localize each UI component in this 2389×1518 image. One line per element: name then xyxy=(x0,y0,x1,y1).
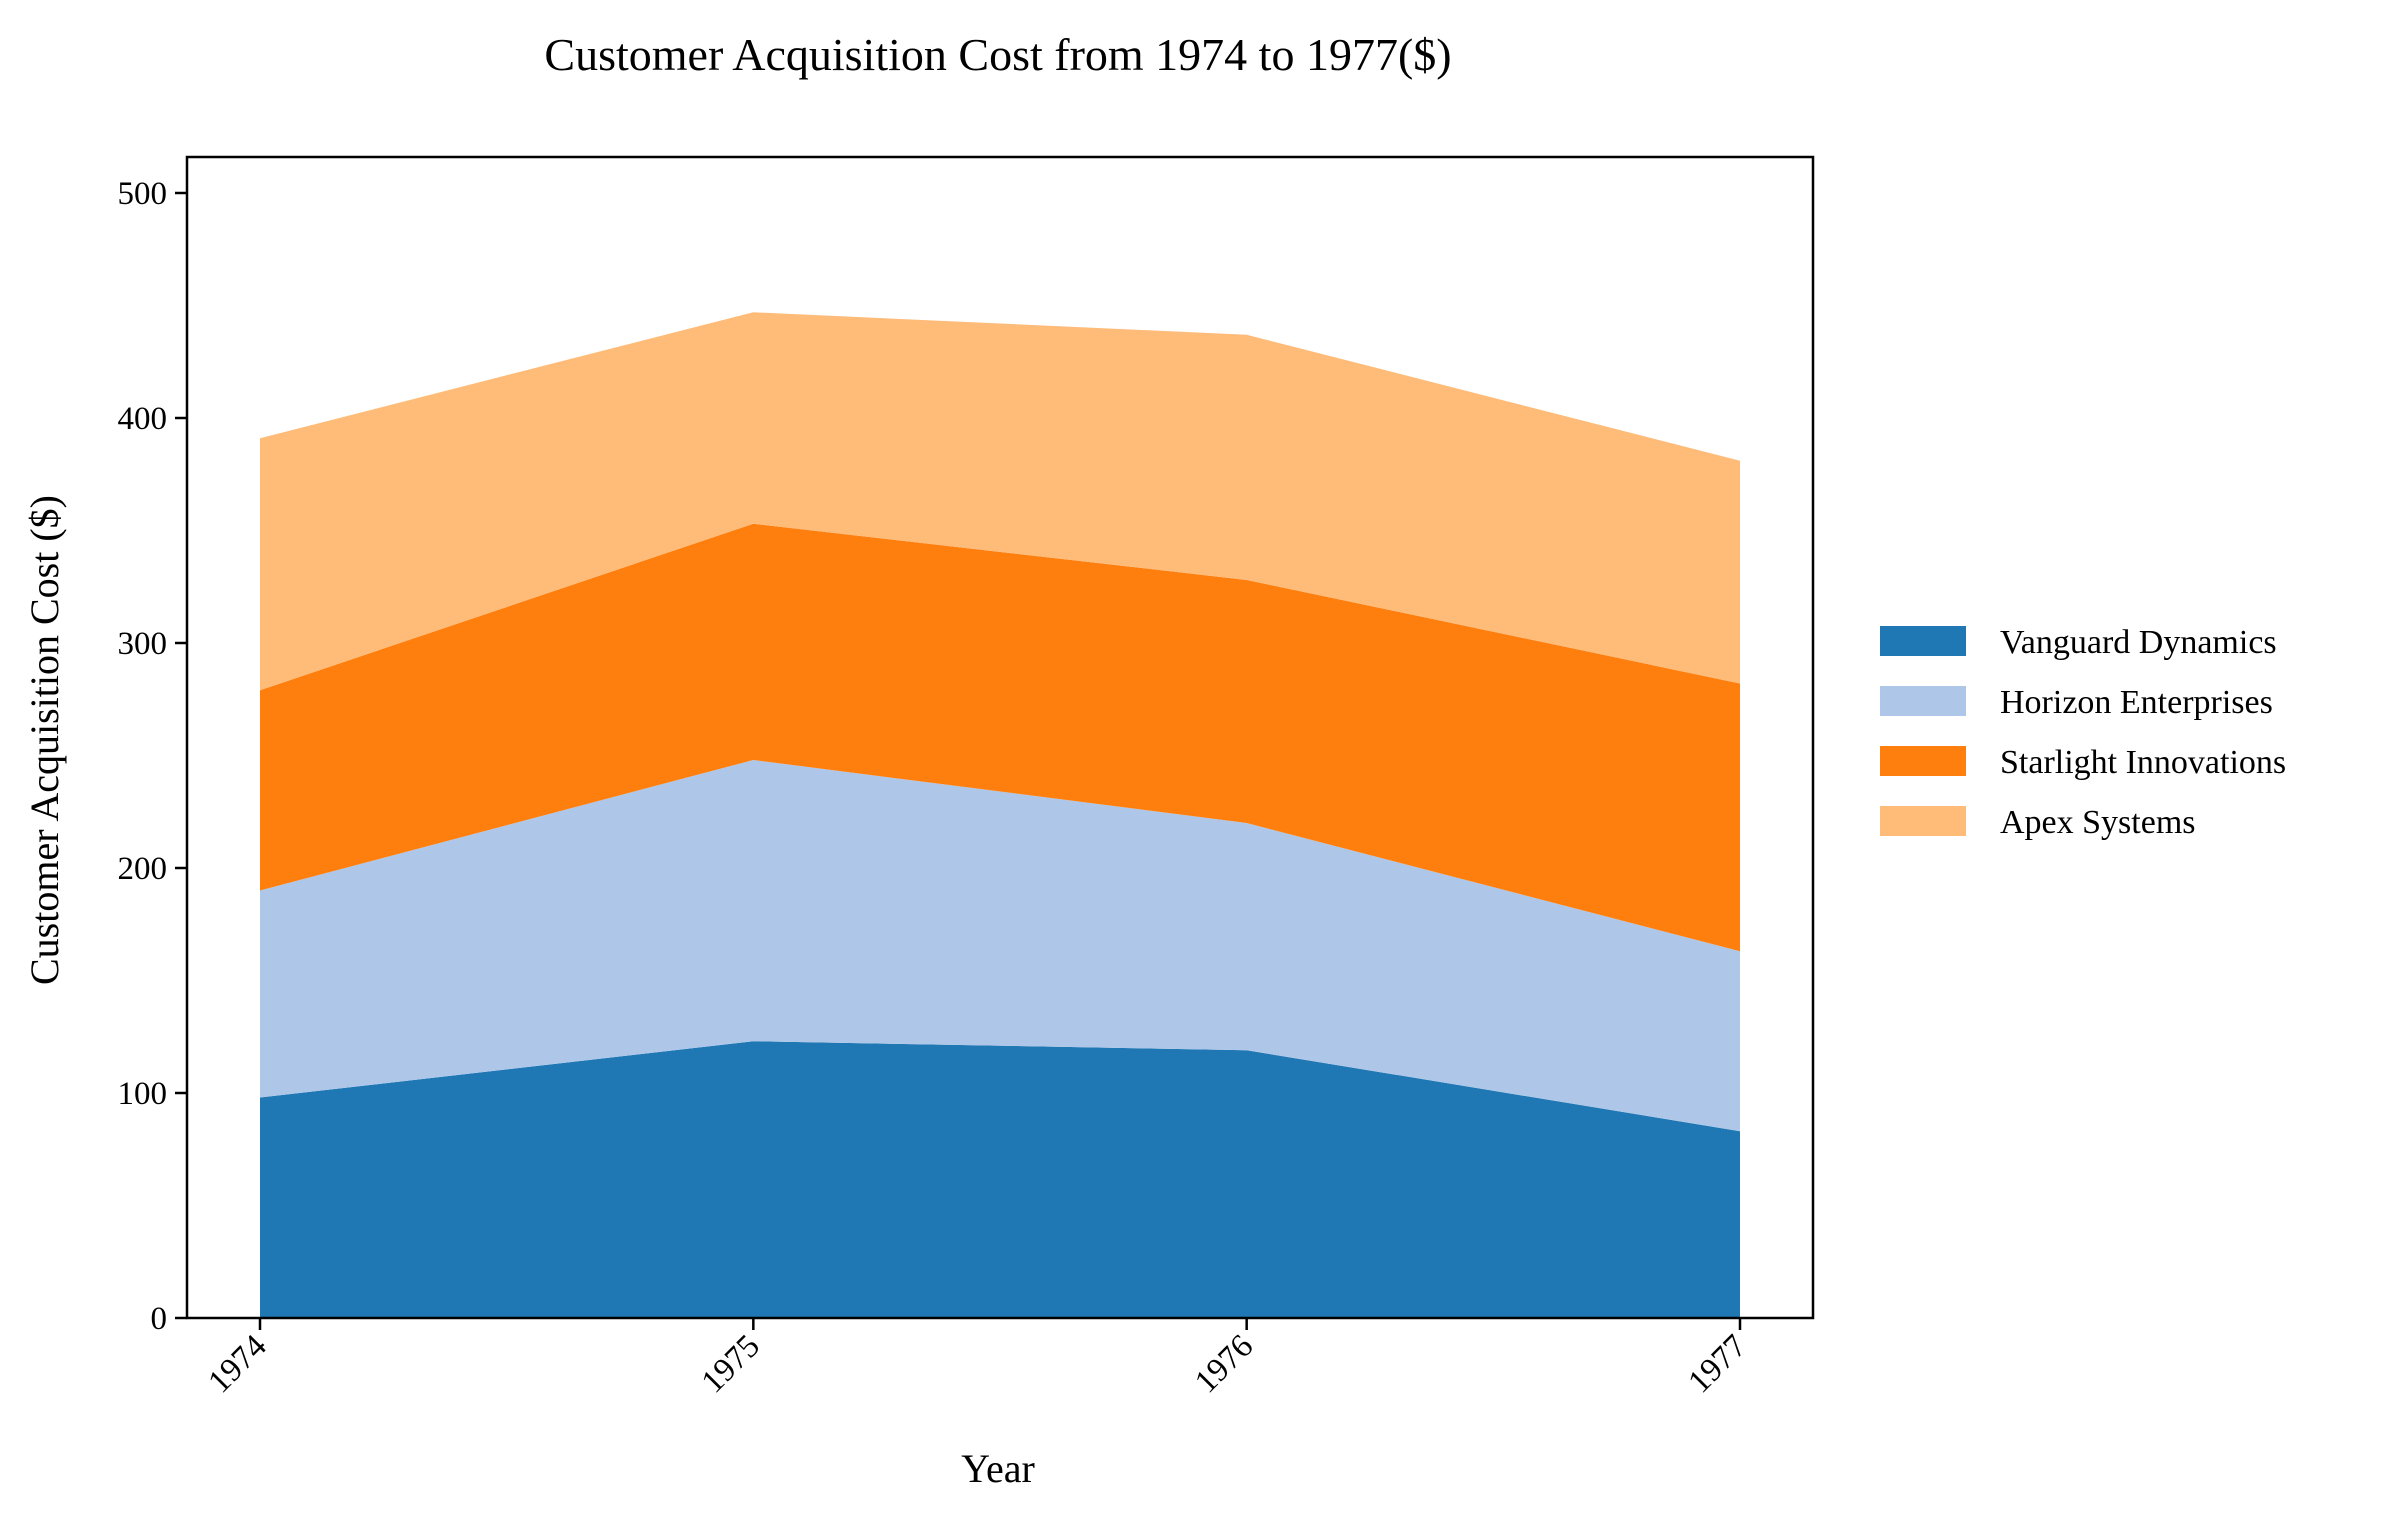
area-vanguard-dynamics xyxy=(260,1041,1740,1318)
y-tick-label: 100 xyxy=(118,1076,168,1112)
legend-label-vanguard-dynamics: Vanguard Dynamics xyxy=(2000,624,2277,661)
y-tick-label: 400 xyxy=(118,401,168,437)
x-tick-label: 1974 xyxy=(202,1328,274,1400)
x-axis-label: Year xyxy=(961,1446,1035,1491)
legend-swatch-horizon-enterprises xyxy=(1880,686,1966,716)
y-axis: 0 100 200 300 400 500 xyxy=(118,176,187,1337)
legend-swatch-starlight-innovations xyxy=(1880,746,1966,776)
y-tick-label: 0 xyxy=(151,1301,168,1337)
legend-label-horizon-enterprises: Horizon Enterprises xyxy=(2000,684,2273,721)
x-axis: 1974 1975 1976 1977 xyxy=(202,1318,1754,1400)
legend-swatch-vanguard-dynamics xyxy=(1880,626,1966,656)
y-tick-label: 500 xyxy=(118,176,168,212)
area-apex-systems xyxy=(260,312,1740,691)
plot-frame xyxy=(185,155,1815,1320)
legend-label-starlight-innovations: Starlight Innovations xyxy=(2000,744,2286,781)
legend-swatch-apex-systems xyxy=(1880,806,1966,836)
chart-title: Customer Acquisition Cost from 1974 to 1… xyxy=(544,29,1451,80)
x-tick-label: 1976 xyxy=(1188,1328,1260,1400)
y-tick-label: 300 xyxy=(118,626,168,662)
area-layers xyxy=(260,312,1740,1318)
area-starlight-innovations xyxy=(260,523,1740,952)
x-tick-label: 1975 xyxy=(695,1328,767,1400)
y-axis-label: Customer Acquisition Cost ($) xyxy=(22,495,67,985)
legend-label-apex-systems: Apex Systems xyxy=(2000,804,2196,841)
area-horizon-enterprises xyxy=(260,760,1740,1132)
x-tick-label: 1977 xyxy=(1682,1328,1754,1400)
legend: Vanguard Dynamics Horizon Enterprises Star… xyxy=(1880,624,2286,841)
y-tick-label: 200 xyxy=(118,851,168,887)
